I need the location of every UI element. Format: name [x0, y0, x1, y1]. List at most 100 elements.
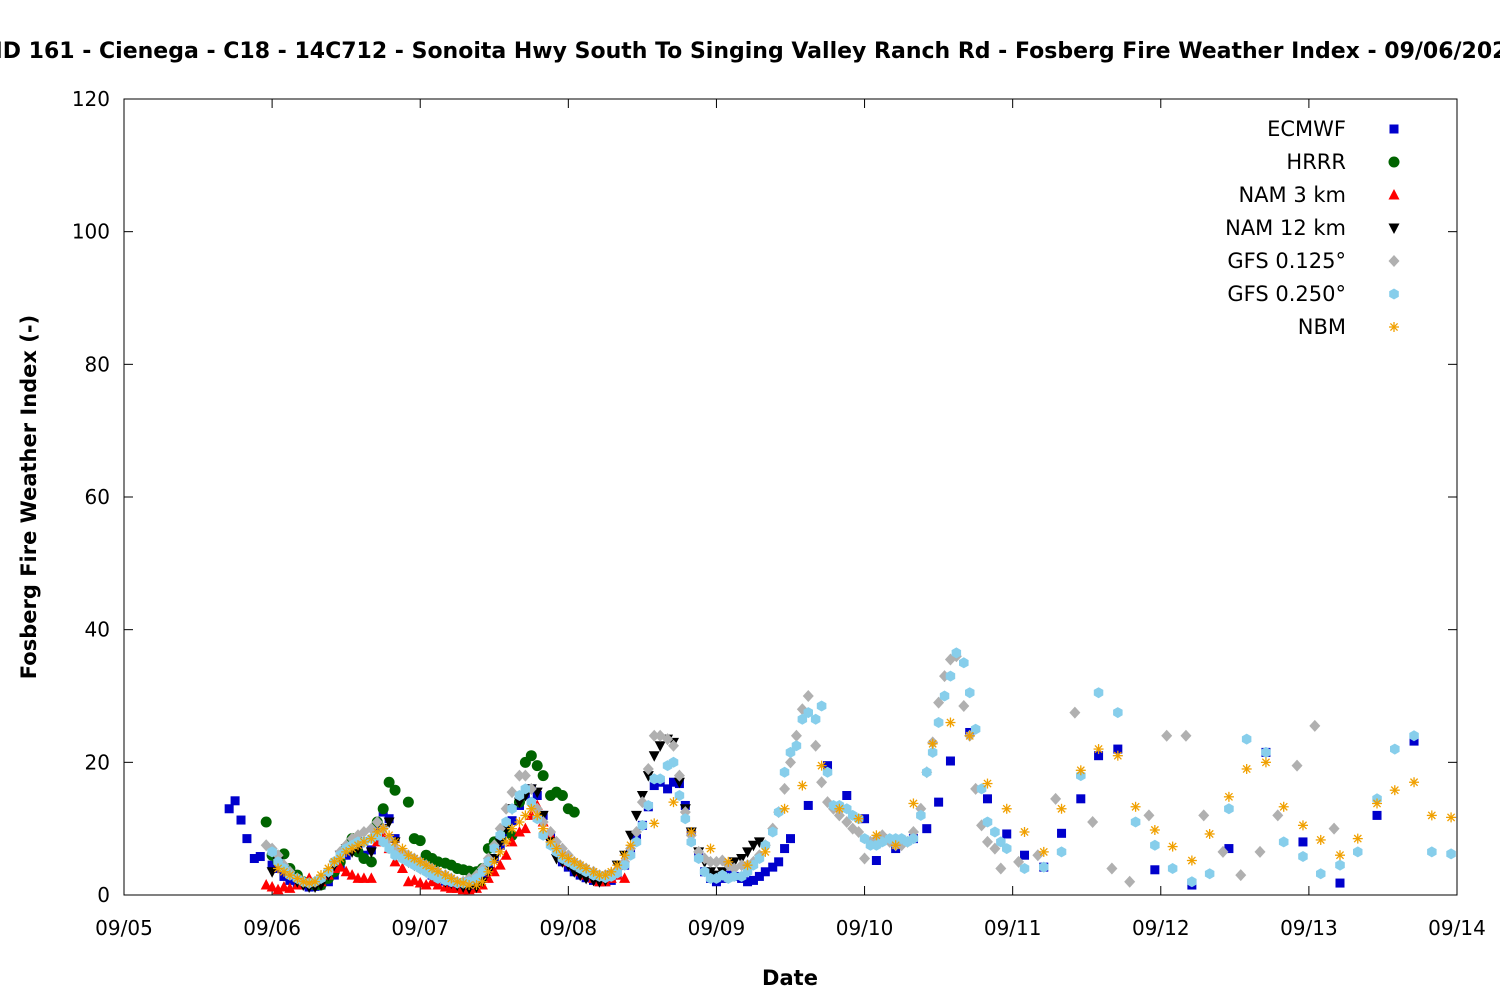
data-point [304, 878, 315, 889]
data-point [1112, 750, 1123, 761]
data-point [500, 849, 512, 860]
data-point [797, 780, 808, 791]
data-point [995, 862, 1007, 875]
legend-marker-nam-12-km [1388, 223, 1400, 234]
data-point [780, 844, 790, 854]
data-point [655, 773, 665, 785]
data-point [1093, 744, 1104, 755]
data-point [1427, 846, 1437, 858]
x-tick-label: 09/09 [688, 916, 746, 940]
data-point [853, 813, 864, 824]
data-point [797, 713, 808, 725]
y-axis: 0 20 40 60 80 100 120 [72, 87, 1457, 907]
data-point [768, 862, 778, 872]
data-point [389, 784, 401, 796]
data-point [414, 835, 426, 847]
data-point [1297, 820, 1308, 831]
data-point [568, 806, 580, 818]
data-point [1076, 794, 1086, 804]
data-point [754, 871, 764, 881]
data-point [958, 699, 970, 712]
data-point [1002, 829, 1012, 839]
data-point [538, 829, 548, 841]
data-point [680, 813, 691, 825]
data-point [531, 760, 543, 772]
data-point [402, 796, 414, 808]
legend-marker-nam-3-km [1388, 189, 1400, 200]
y-tick-label: 20 [85, 750, 110, 774]
data-point [791, 740, 802, 752]
data-point [742, 866, 753, 878]
data-point [507, 803, 517, 815]
data-point [1187, 876, 1197, 888]
x-tick-label: 09/12 [1132, 916, 1190, 940]
data-point [810, 739, 822, 752]
data-point [630, 810, 642, 822]
data-point [747, 840, 759, 852]
data-point [1335, 859, 1345, 871]
data-point [649, 818, 660, 829]
data-point [260, 879, 272, 890]
data-point [816, 760, 827, 771]
data-point [1278, 801, 1289, 812]
data-point [420, 879, 432, 890]
data-point [785, 746, 796, 758]
data-point [1235, 869, 1247, 882]
data-point [803, 800, 813, 810]
data-point [816, 700, 827, 712]
data-point [810, 713, 821, 725]
data-point [834, 803, 845, 814]
x-tick-label: 09/13 [1280, 916, 1338, 940]
x-tick-label: 09/08 [540, 916, 598, 940]
data-point [1094, 751, 1104, 761]
data-point [1217, 845, 1229, 858]
series-nbm [273, 717, 1457, 891]
data-point [723, 856, 734, 867]
data-point [1223, 791, 1234, 802]
data-point [353, 840, 364, 851]
data-point [284, 870, 295, 881]
data-point [1130, 801, 1141, 812]
data-point [1426, 810, 1437, 821]
data-point [637, 819, 648, 831]
data-point [1019, 826, 1030, 837]
data-point [315, 870, 326, 881]
data-point [1446, 812, 1457, 823]
data-point [1241, 763, 1252, 774]
data-point [1446, 848, 1456, 860]
data-point [1334, 850, 1345, 861]
data-point [556, 790, 568, 801]
data-point [1019, 863, 1030, 874]
data-point [1039, 861, 1049, 873]
data-point [612, 860, 623, 871]
data-point [667, 739, 679, 752]
data-point [648, 729, 660, 742]
data-point [537, 770, 549, 782]
data-point [532, 810, 543, 821]
data-point [1298, 851, 1308, 862]
data-point [822, 766, 833, 778]
data-point [908, 798, 919, 809]
data-point [1056, 803, 1067, 814]
data-point [519, 769, 531, 782]
data-point [908, 833, 919, 845]
data-point [890, 840, 901, 851]
data-point [1002, 843, 1012, 855]
data-point [760, 839, 771, 851]
data-point [273, 863, 284, 874]
data-point [514, 790, 525, 801]
data-point [871, 856, 881, 866]
data-point [581, 863, 592, 874]
data-point [1186, 855, 1197, 866]
data-point [495, 829, 505, 841]
data-point [551, 843, 562, 854]
data-point [922, 824, 932, 834]
data-point [927, 738, 938, 749]
data-point [507, 823, 518, 834]
data-point [859, 833, 870, 845]
data-point [742, 847, 754, 858]
data-point [513, 825, 525, 837]
data-point [1069, 706, 1081, 719]
data-point [686, 826, 697, 837]
x-tick-label: 09/07 [391, 916, 449, 940]
